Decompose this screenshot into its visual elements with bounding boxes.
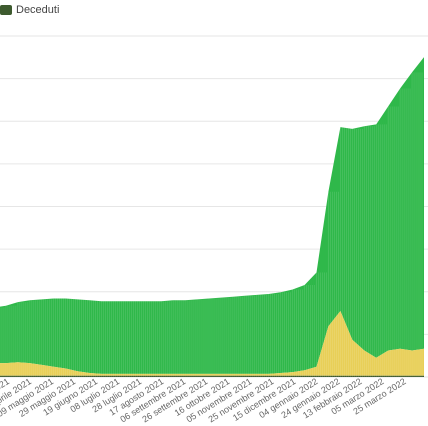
area-series-2 xyxy=(0,375,424,377)
legend-label-deceduti: Deceduti xyxy=(16,4,60,16)
legend-swatch-deceduti xyxy=(0,5,12,15)
area-series-1 xyxy=(0,311,424,376)
area-series-0 xyxy=(0,57,424,374)
legend[interactable]: Deceduti xyxy=(0,2,59,18)
